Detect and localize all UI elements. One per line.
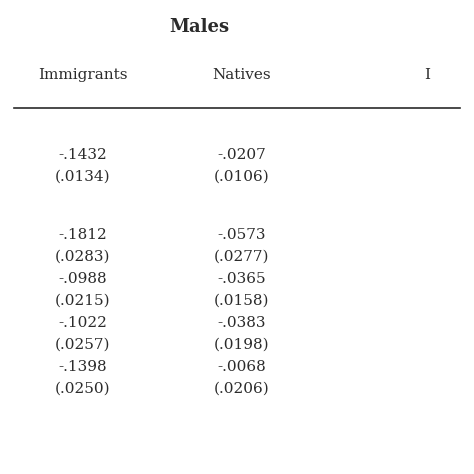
Text: (.0134): (.0134) — [55, 170, 111, 184]
Text: I: I — [424, 68, 430, 82]
Text: -.0207: -.0207 — [218, 148, 266, 162]
Text: (.0257): (.0257) — [55, 338, 111, 352]
Text: Males: Males — [169, 18, 229, 36]
Text: (.0106): (.0106) — [214, 170, 270, 184]
Text: (.0283): (.0283) — [55, 250, 111, 264]
Text: (.0215): (.0215) — [55, 294, 111, 308]
Text: Immigrants: Immigrants — [38, 68, 128, 82]
Text: -.0573: -.0573 — [218, 228, 266, 242]
Text: (.0277): (.0277) — [214, 250, 270, 264]
Text: -.0365: -.0365 — [218, 272, 266, 286]
Text: Natives: Natives — [212, 68, 271, 82]
Text: -.1812: -.1812 — [59, 228, 107, 242]
Text: (.0198): (.0198) — [214, 338, 270, 352]
Text: -.1432: -.1432 — [59, 148, 107, 162]
Text: (.0206): (.0206) — [214, 382, 270, 396]
Text: -.1398: -.1398 — [59, 360, 107, 374]
Text: -.0988: -.0988 — [59, 272, 107, 286]
Text: -.0068: -.0068 — [218, 360, 266, 374]
Text: (.0250): (.0250) — [55, 382, 111, 396]
Text: -.0383: -.0383 — [218, 316, 266, 330]
Text: -.1022: -.1022 — [58, 316, 108, 330]
Text: (.0158): (.0158) — [214, 294, 270, 308]
